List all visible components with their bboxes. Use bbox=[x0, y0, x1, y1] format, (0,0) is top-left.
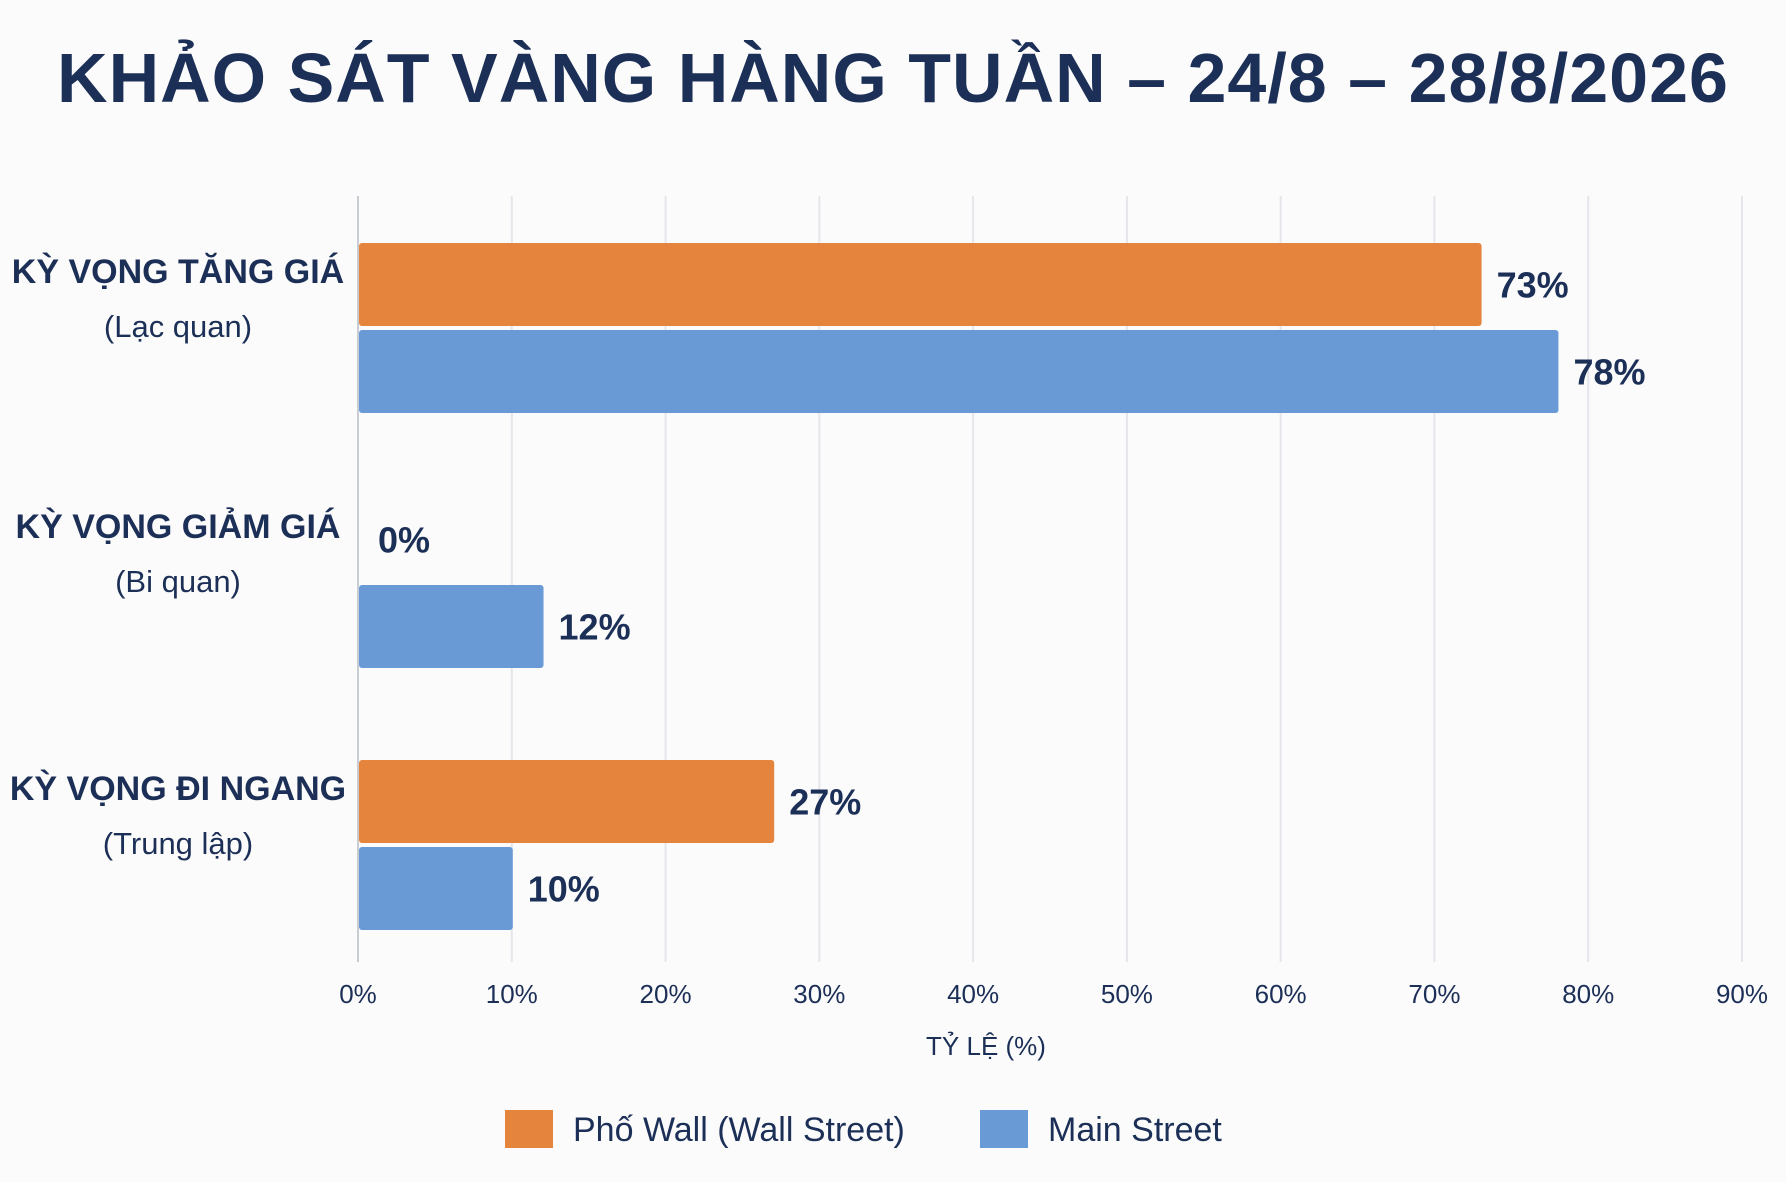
x-tick-label: 40% bbox=[947, 979, 999, 1009]
bar-main-street bbox=[359, 330, 1559, 413]
x-tick-label: 70% bbox=[1408, 979, 1460, 1009]
labels: 0% 10% 20% 30% 40% 50% 60% 70% 80% 90% TỶ LỆ (%) KỲ… bbox=[10, 253, 1768, 1061]
bar-main-street bbox=[359, 585, 544, 668]
x-tick-label: 60% bbox=[1255, 979, 1307, 1009]
category-sublabel: (Trung lập) bbox=[103, 826, 253, 861]
data-label: 10% bbox=[528, 869, 600, 910]
x-tick-label: 0% bbox=[339, 979, 377, 1009]
x-tick-label: 90% bbox=[1716, 979, 1768, 1009]
data-label: 12% bbox=[559, 607, 631, 648]
category-label: KỲ VỌNG ĐI NGANG bbox=[10, 770, 346, 808]
x-tick-label: 80% bbox=[1562, 979, 1614, 1009]
chart-title: KHẢO SÁT VÀNG HÀNG TUẦN – 24/8 – 28/8/20… bbox=[57, 39, 1729, 117]
category-sublabel: (Bi quan) bbox=[115, 564, 241, 599]
x-tick-label: 10% bbox=[486, 979, 538, 1009]
data-label: 27% bbox=[789, 782, 861, 823]
x-tick-label: 20% bbox=[640, 979, 692, 1009]
bar-main-street bbox=[359, 847, 513, 930]
x-tick-label: 30% bbox=[793, 979, 845, 1009]
data-label: 73% bbox=[1497, 265, 1569, 306]
bar-wall-street bbox=[359, 243, 1482, 326]
legend-label: Main Street bbox=[1048, 1111, 1222, 1149]
data-label: 0% bbox=[378, 520, 430, 561]
bar-wall-street bbox=[359, 760, 775, 843]
category-label: KỲ VỌNG TĂNG GIÁ bbox=[12, 253, 344, 291]
x-tick-label: 50% bbox=[1101, 979, 1153, 1009]
category-label: KỲ VỌNG GIẢM GIÁ bbox=[16, 508, 341, 546]
legend: Phố Wall (Wall Street) Main Street bbox=[505, 1110, 1222, 1149]
legend-swatch bbox=[980, 1110, 1028, 1148]
bars bbox=[359, 243, 1559, 930]
data-label: 78% bbox=[1573, 352, 1645, 393]
legend-label: Phố Wall (Wall Street) bbox=[573, 1111, 905, 1149]
legend-swatch bbox=[505, 1110, 553, 1148]
category-sublabel: (Lạc quan) bbox=[104, 309, 252, 344]
x-axis-title: TỶ LỆ (%) bbox=[926, 1031, 1046, 1061]
